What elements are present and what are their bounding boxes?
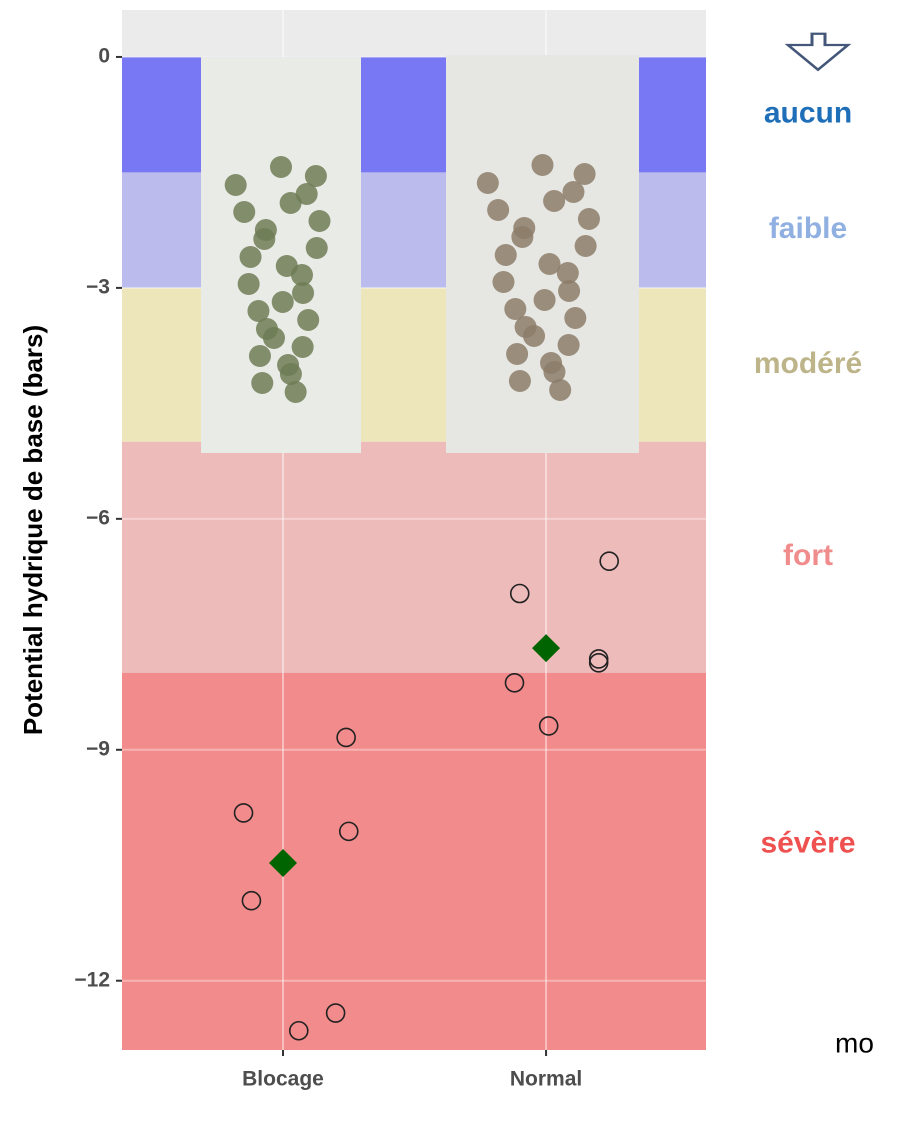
grape xyxy=(538,253,561,275)
grape xyxy=(531,154,554,176)
grape xyxy=(543,190,566,212)
grape xyxy=(476,172,499,194)
grape xyxy=(508,370,531,392)
mean-marker xyxy=(532,634,561,663)
point xyxy=(288,1020,309,1041)
grape xyxy=(290,264,313,286)
grape xyxy=(251,372,274,394)
y-tick-label: −6 xyxy=(86,506,110,529)
grape xyxy=(271,291,294,313)
point xyxy=(241,890,262,911)
grape xyxy=(564,307,587,329)
grape xyxy=(533,289,556,311)
grape xyxy=(556,262,579,284)
band xyxy=(122,441,706,673)
grape xyxy=(295,183,318,205)
grape xyxy=(494,244,517,266)
grape xyxy=(492,271,515,293)
grape xyxy=(297,309,320,331)
x-tick-label: Normal xyxy=(510,1068,582,1091)
note: mo xyxy=(835,1027,874,1058)
grape xyxy=(308,210,331,232)
point xyxy=(336,727,356,748)
y-axis-title: Potential hydrique de base (bars) xyxy=(18,325,48,735)
mean-marker xyxy=(268,848,297,877)
grape xyxy=(511,226,534,248)
band-label: fort xyxy=(783,539,833,572)
grape xyxy=(506,343,529,365)
grape xyxy=(262,327,285,349)
point xyxy=(504,673,525,693)
grape xyxy=(224,174,247,196)
grape xyxy=(247,300,270,322)
grape xyxy=(487,199,510,221)
point xyxy=(538,716,559,736)
grape xyxy=(292,282,315,304)
point xyxy=(588,652,609,673)
x-tick-label: Blocage xyxy=(242,1068,324,1091)
band-label: faible xyxy=(769,212,847,245)
grape xyxy=(305,237,328,259)
grape xyxy=(237,273,260,295)
point xyxy=(325,1003,346,1023)
band xyxy=(122,672,706,1050)
grape xyxy=(549,379,572,401)
grape xyxy=(279,192,302,214)
grape xyxy=(577,208,600,230)
grape xyxy=(558,280,581,302)
band-label: aucun xyxy=(764,97,852,130)
grape xyxy=(562,181,585,203)
grape xyxy=(574,235,597,257)
grape xyxy=(543,361,566,383)
grape xyxy=(270,156,292,178)
grape xyxy=(523,325,546,347)
grape xyxy=(253,228,276,250)
band-label: sévère xyxy=(760,826,855,859)
point xyxy=(599,551,619,571)
y-tick-label: 0 xyxy=(98,45,110,68)
point xyxy=(509,583,530,604)
grape xyxy=(239,246,262,268)
y-tick-label: −9 xyxy=(86,737,110,760)
grape xyxy=(291,336,314,358)
photo xyxy=(446,55,639,453)
y-tick-label: −3 xyxy=(86,275,110,298)
point xyxy=(338,821,359,842)
grape xyxy=(279,363,302,385)
photo xyxy=(201,57,361,453)
grape xyxy=(304,165,327,187)
y-tick-label: −12 xyxy=(74,968,110,991)
point xyxy=(233,803,254,823)
arrow-icon xyxy=(784,32,852,72)
grape xyxy=(557,334,580,356)
grape xyxy=(284,381,307,403)
grape xyxy=(573,163,596,185)
grape xyxy=(504,298,527,320)
grape xyxy=(248,345,271,367)
band-label: modéré xyxy=(754,347,862,380)
grape xyxy=(233,201,256,223)
